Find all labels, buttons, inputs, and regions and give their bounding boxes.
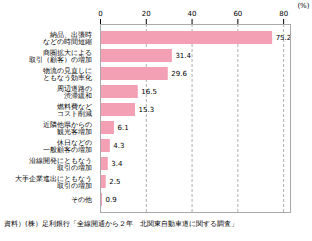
svg-text:3.4: 3.4 xyxy=(111,160,123,168)
svg-text:0: 0 xyxy=(98,10,102,18)
svg-text:4.3: 4.3 xyxy=(113,142,124,150)
svg-text:沿線開発にともなう取引の増加: 沿線開発にともなう取引の増加 xyxy=(29,157,92,172)
svg-text:75.2: 75.2 xyxy=(276,34,292,42)
svg-text:29.6: 29.6 xyxy=(171,70,187,78)
svg-text:15.3: 15.3 xyxy=(139,106,155,114)
svg-text:大手企業進出にともなう取引の増加: 大手企業進出にともなう取引の増加 xyxy=(15,175,92,190)
svg-text:商圏拡大による取引（顧客）の増加: 商圏拡大による取引（顧客）の増加 xyxy=(29,49,92,64)
svg-text:0.9: 0.9 xyxy=(106,196,117,204)
svg-text:20: 20 xyxy=(142,10,151,18)
svg-text:その他: その他 xyxy=(71,196,92,204)
html-text:資料）(株）足利銀行「全線開通から２年 北関東自動車道に関す: 資料）(株）足利銀行「全線開通から２年 北関東自動車道に関する調査」 xyxy=(4,220,238,228)
svg-text:周辺道路の渋滞緩和: 周辺道路の渋滞緩和 xyxy=(57,85,92,100)
svg-text:2.5: 2.5 xyxy=(109,178,120,186)
svg-text:(%): (%) xyxy=(297,2,309,10)
svg-text:6.1: 6.1 xyxy=(117,124,128,132)
svg-text:物流の見直しにともなう効率化: 物流の見直しにともなう効率化 xyxy=(43,67,92,82)
svg-text:60: 60 xyxy=(233,10,242,18)
svg-text:燃料費などコスト削減: 燃料費などコスト削減 xyxy=(57,103,92,118)
svg-text:40: 40 xyxy=(188,10,197,18)
svg-text:休日などの一般顧客の増加: 休日などの一般顧客の増加 xyxy=(43,139,92,154)
svg-text:80: 80 xyxy=(279,10,288,18)
svg-text:納品、出張時などの時間短縮: 納品、出張時などの時間短縮 xyxy=(43,31,92,46)
svg-text:近隣他県からの観光客増加: 近隣他県からの観光客増加 xyxy=(43,121,92,136)
svg-text:16.5: 16.5 xyxy=(141,88,157,96)
svg-text:31.4: 31.4 xyxy=(175,52,191,60)
